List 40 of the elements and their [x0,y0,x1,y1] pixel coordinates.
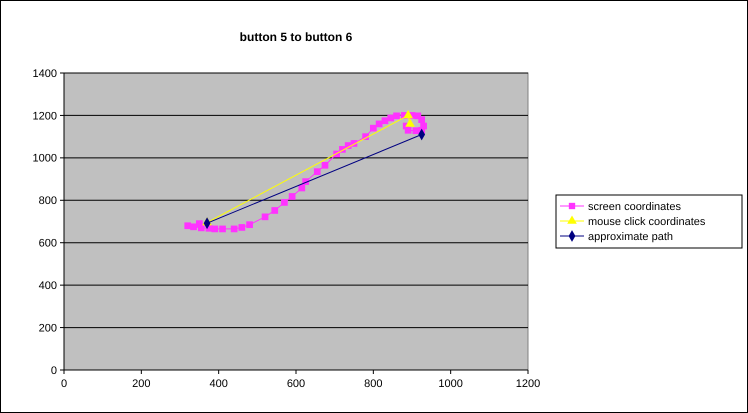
point [219,226,226,232]
point [190,223,197,230]
y-tick-label: 200 [38,322,57,334]
point [230,226,238,232]
legend-label: approximate path [588,230,673,243]
point [246,221,253,228]
x-tick-label: 400 [209,378,228,390]
y-tick-label: 600 [38,238,57,250]
point [262,213,268,220]
point [238,224,246,231]
y-tick-label: 400 [38,280,57,292]
x-tick-label: 0 [60,378,68,390]
y-tick-label: 800 [38,195,57,208]
point [322,162,328,169]
x-tick-label: 200 [132,378,151,390]
point [288,193,296,200]
legend-label: screen coordinates [588,200,682,213]
point [281,199,288,206]
y-tick-label: 1400 [32,68,57,80]
point [271,207,278,214]
point [412,127,420,134]
x-tick-label: 800 [364,378,383,390]
y-tick-label: 0 [50,364,57,377]
point [314,168,321,175]
x-tick-label: 1200 [516,378,540,390]
point [298,184,306,192]
y-tick-label: 1200 [32,110,57,122]
point [403,110,413,118]
x-tick-label: 1000 [438,378,463,390]
point [393,112,400,120]
point [376,120,382,128]
point [387,114,394,122]
point [370,124,377,132]
y-tick-label: 1000 [32,152,57,165]
point [211,226,218,232]
x-tick-label: 600 [286,378,306,390]
legend-label: mouse click coordinates [588,216,706,228]
point [405,118,415,127]
point [382,117,388,124]
chart-title: button 5 to button 6 [240,30,353,44]
